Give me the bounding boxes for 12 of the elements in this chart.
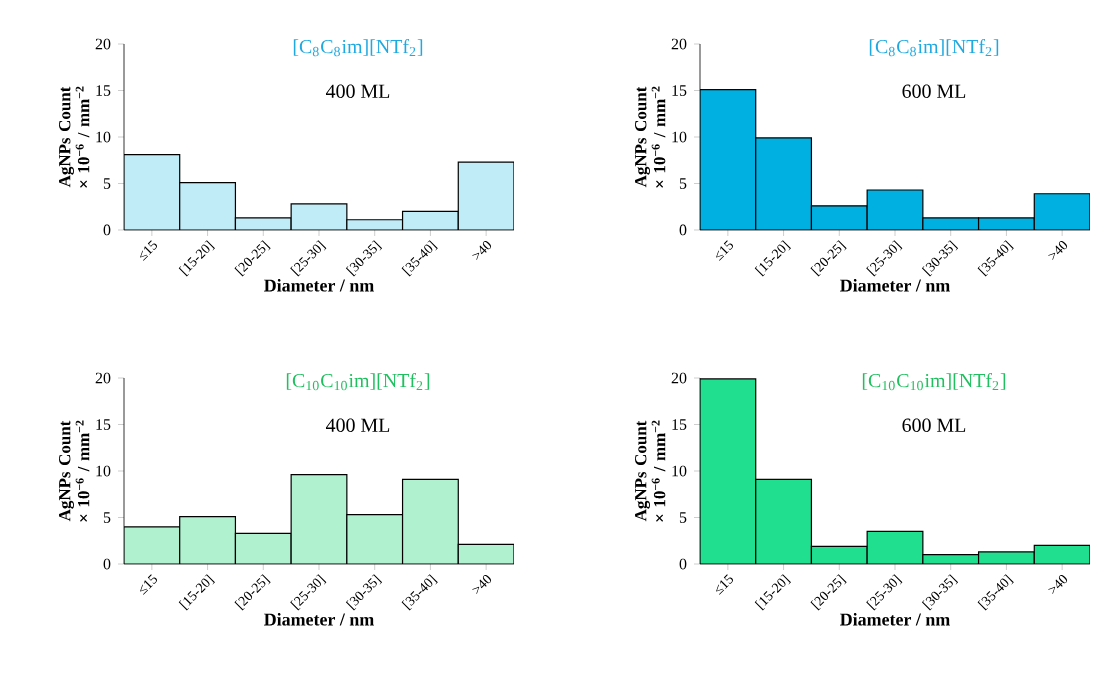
x-axis-title: Diameter / nm [264, 278, 374, 292]
x-axis-title: Diameter / nm [840, 278, 950, 292]
x-axis-title: Diameter / nm [840, 612, 950, 626]
chart-title: [C$_{10}$C$_{10}$im][NTf$_{2}$] [862, 373, 1006, 391]
chart-title: [C$_{8}$C$_{8}$im][NTf$_{2}$] [293, 39, 423, 57]
text: 400 ML [325, 418, 390, 432]
chart-title: [C$_{10}$C$_{10}$im][NTf$_{2}$] [286, 373, 430, 391]
chart-title: [C$_{8}$C$_{8}$im][NTf$_{2}$] [869, 39, 999, 57]
text: 600 ML [902, 84, 966, 98]
text: 400 ML [325, 84, 390, 98]
x-axis-title: Diameter / nm [264, 612, 374, 626]
text: 600 ML [902, 418, 966, 432]
